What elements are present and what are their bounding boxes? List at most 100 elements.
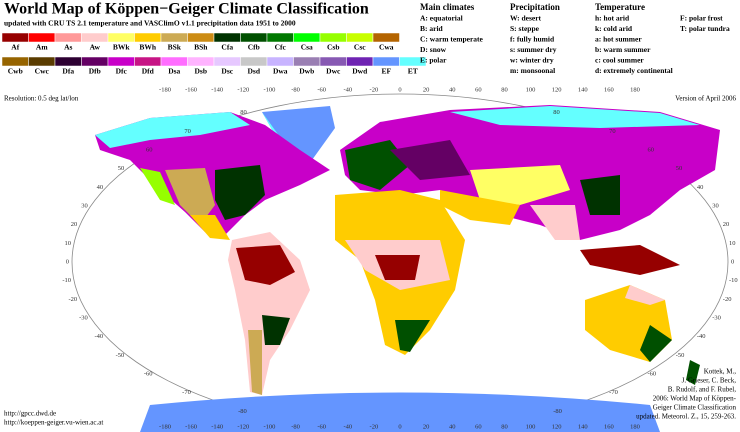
lon-label-bottom: -120: [237, 423, 249, 430]
lon-label-top: -140: [211, 86, 223, 93]
legend-item: B: arid: [420, 24, 444, 33]
class-code: Dfc: [116, 67, 128, 76]
central-asia: [470, 165, 570, 205]
lon-label-top: -180: [159, 86, 171, 93]
lat-label-left: 60: [146, 146, 153, 153]
class-swatch: [266, 32, 294, 43]
class-swatch: [399, 56, 427, 67]
mexico: [190, 215, 230, 240]
congo: [375, 255, 420, 280]
citation-line: Kottek, M.,: [704, 368, 737, 376]
class-code: BWh: [139, 43, 157, 52]
class-code: Am: [36, 43, 48, 52]
class-swatch: [28, 56, 56, 67]
legend-item: m: monsoonal: [510, 66, 555, 75]
class-code: As: [64, 43, 72, 52]
east-europe: [390, 140, 470, 180]
class-code: Csc: [354, 43, 366, 52]
class-swatch: [1, 32, 29, 43]
class-swatch: [213, 32, 241, 43]
legend-item: d: extremely continental: [595, 66, 673, 75]
lat-label-right: -80: [553, 408, 562, 415]
lon-label-bottom: -80: [291, 423, 300, 430]
class-code: Cwa: [379, 43, 394, 52]
legend-item: D: snow: [420, 45, 447, 54]
class-swatch: [134, 32, 162, 43]
lon-label-bottom: 20: [423, 423, 430, 430]
class-code: ET: [408, 67, 418, 76]
amazon: [236, 245, 295, 285]
class-swatch: [54, 56, 82, 67]
lat-label-right: 0: [731, 258, 734, 265]
lon-label-bottom: -100: [263, 423, 275, 430]
lon-label-top: 160: [604, 86, 614, 93]
class-swatch: [28, 32, 56, 43]
lon-label-top: 120: [552, 86, 562, 93]
antarctica: [140, 392, 660, 432]
lat-label-left: -30: [79, 314, 88, 321]
class-code: Csb: [327, 43, 340, 52]
class-swatch: [160, 32, 188, 43]
lat-label-right: 10: [729, 240, 736, 247]
lon-label-bottom: 0: [398, 423, 401, 430]
lat-label-left: -60: [144, 370, 153, 377]
australia-north: [625, 285, 665, 305]
lon-label-top: -40: [343, 86, 352, 93]
lon-label-bottom: -20: [370, 423, 379, 430]
citation-line: 2006: World Map of Köppen-: [653, 395, 737, 403]
class-code: Cfc: [275, 43, 287, 52]
lat-label-right: 20: [723, 221, 730, 228]
na-west: [140, 168, 175, 205]
legend-item: W: desert: [510, 14, 542, 23]
class-code: BWk: [113, 43, 131, 52]
lat-label-right: 40: [697, 184, 704, 191]
class-swatch: [54, 32, 82, 43]
class-code: Dsd: [247, 67, 260, 76]
lon-label-bottom: 60: [475, 423, 482, 430]
class-code: BSh: [194, 43, 208, 52]
lat-label-left: 20: [71, 221, 78, 228]
indonesia: [580, 245, 680, 275]
lon-label-top: 20: [423, 86, 430, 93]
class-code: Aw: [90, 43, 101, 52]
title: World Map of Köppen−Geiger Climate Class…: [4, 1, 369, 18]
new-zealand: [686, 360, 700, 385]
class-code: Dsb: [194, 67, 207, 76]
lon-label-top: -20: [370, 86, 379, 93]
class-code: Dwb: [299, 67, 314, 76]
class-swatch: [293, 32, 321, 43]
link: http://gpcc.dwd.de: [4, 410, 56, 418]
class-swatch: [107, 32, 135, 43]
lon-label-top: 100: [526, 86, 536, 93]
lon-label-top: -100: [263, 86, 275, 93]
subtitle: updated with CRU TS 2.1 temperature and …: [4, 19, 296, 28]
australia-east: [640, 325, 672, 362]
lat-label-right: -20: [723, 296, 732, 303]
lon-label-bottom: -180: [159, 423, 171, 430]
lon-label-bottom: 100: [526, 423, 536, 430]
legend-item: s: summer dry: [510, 45, 557, 54]
class-swatch: [187, 32, 215, 43]
lon-label-bottom: 140: [578, 423, 588, 430]
lon-label-bottom: 40: [449, 423, 456, 430]
class-code: BSk: [168, 43, 182, 52]
class-swatch: [372, 56, 400, 67]
citation-line: updated. Meteorol. Z., 15, 259-263.: [636, 413, 736, 421]
class-code: Dfb: [89, 67, 101, 76]
class-code: Af: [11, 43, 19, 52]
lon-label-top: 0: [398, 86, 401, 93]
lat-label-left: 30: [81, 202, 88, 209]
legend-item: h: hot arid: [595, 14, 630, 23]
class-code: Dwd: [352, 67, 368, 76]
citation: Kottek, M.,J. Grieser, C. Beck,B. Rudolf…: [4, 368, 737, 427]
citation-line: Geiger Climate Classification: [653, 404, 737, 412]
lon-label-top: 40: [449, 86, 456, 93]
class-code: Dfa: [62, 67, 74, 76]
class-code: Cwb: [8, 67, 23, 76]
na-humid: [215, 165, 265, 220]
class-code: Dwa: [273, 67, 288, 76]
citation-line: B. Rudolf, and F. Rubel,: [668, 386, 737, 394]
legend-item: S: steppe: [510, 24, 540, 33]
resolution: Resolution: 0.5 deg lat/lon: [4, 95, 79, 103]
class-code: Dwc: [326, 67, 341, 76]
